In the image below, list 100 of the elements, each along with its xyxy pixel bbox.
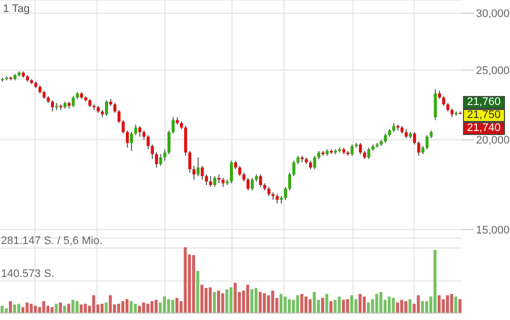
candlestick bbox=[196, 156, 200, 177]
candlestick bbox=[192, 165, 196, 180]
candlestick bbox=[142, 130, 146, 140]
bar bbox=[17, 304, 20, 313]
bar bbox=[284, 296, 287, 313]
bar bbox=[204, 288, 208, 313]
bar bbox=[329, 301, 332, 313]
bar bbox=[350, 295, 354, 313]
bar bbox=[63, 306, 66, 313]
candlestick bbox=[350, 144, 354, 156]
bar bbox=[134, 304, 137, 313]
y-tick-label: 15,000 bbox=[476, 224, 510, 236]
bar bbox=[138, 306, 141, 313]
candlestick bbox=[172, 116, 175, 134]
bar bbox=[325, 294, 328, 313]
candlestick bbox=[126, 130, 129, 148]
bar bbox=[379, 292, 382, 313]
bar bbox=[421, 301, 424, 313]
text: 21,750 bbox=[463, 109, 505, 122]
bar bbox=[312, 292, 316, 313]
candlestick bbox=[284, 186, 288, 200]
bar bbox=[304, 296, 308, 313]
annotation: 281.147 S. / 5,6 Mio. bbox=[1, 235, 103, 248]
bar bbox=[408, 299, 412, 313]
candlestick bbox=[163, 148, 166, 162]
bar bbox=[392, 298, 395, 313]
bar bbox=[71, 300, 74, 313]
bar bbox=[362, 296, 366, 313]
bar bbox=[262, 293, 266, 313]
y-tick-label: 20,000 bbox=[476, 134, 510, 147]
candlestick bbox=[150, 144, 154, 160]
candlestick bbox=[238, 165, 242, 177]
bar bbox=[454, 296, 458, 313]
bar bbox=[225, 289, 228, 313]
bar bbox=[308, 299, 312, 313]
candlestick bbox=[188, 150, 192, 174]
bar bbox=[234, 282, 237, 313]
candlestick bbox=[118, 110, 121, 124]
bar bbox=[321, 298, 324, 313]
candlestick bbox=[130, 132, 134, 152]
bar bbox=[192, 255, 196, 313]
bar bbox=[42, 301, 46, 313]
text: 21,760 bbox=[463, 96, 505, 109]
bar bbox=[217, 290, 220, 313]
candlestick bbox=[138, 126, 142, 138]
y-tick-label: 25,000 bbox=[476, 65, 510, 78]
bar bbox=[254, 288, 258, 313]
candlestick bbox=[113, 102, 116, 114]
candlestick bbox=[288, 172, 292, 191]
bar bbox=[175, 298, 178, 313]
bar bbox=[271, 290, 274, 313]
candlestick bbox=[200, 165, 204, 180]
bar bbox=[50, 307, 54, 313]
bar bbox=[121, 301, 124, 313]
bar bbox=[84, 304, 87, 313]
candlestick bbox=[246, 177, 250, 191]
bar bbox=[442, 299, 445, 313]
candlestick bbox=[404, 128, 408, 139]
bar bbox=[221, 293, 224, 313]
bar bbox=[30, 304, 33, 313]
bar bbox=[342, 300, 345, 313]
candlestick bbox=[105, 100, 108, 116]
bar bbox=[279, 294, 282, 313]
bar bbox=[26, 302, 29, 313]
candlestick bbox=[392, 122, 396, 133]
bar bbox=[404, 301, 408, 313]
bar bbox=[346, 299, 350, 313]
candlestick bbox=[417, 140, 420, 156]
bar bbox=[154, 300, 158, 313]
candlestick bbox=[122, 120, 125, 134]
candlestick bbox=[313, 155, 316, 170]
bar bbox=[0, 306, 4, 313]
annotation: 140.573 S. bbox=[1, 268, 54, 281]
candlestick bbox=[367, 147, 370, 160]
candlestick bbox=[50, 100, 54, 112]
candlestick bbox=[72, 96, 75, 108]
candlestick bbox=[426, 134, 429, 150]
candlestick bbox=[204, 174, 208, 186]
candlestick bbox=[292, 160, 296, 177]
bar bbox=[230, 287, 233, 313]
candlestick bbox=[209, 176, 212, 188]
bar bbox=[108, 295, 112, 313]
bar bbox=[246, 284, 250, 313]
candlestick bbox=[267, 186, 270, 197]
bar bbox=[184, 247, 187, 313]
bar bbox=[104, 302, 108, 313]
bar bbox=[375, 294, 378, 313]
bar bbox=[171, 300, 174, 313]
bar bbox=[92, 295, 96, 313]
bar bbox=[208, 287, 212, 313]
candlestick bbox=[276, 194, 279, 204]
bar bbox=[433, 250, 436, 313]
candlestick bbox=[259, 174, 262, 188]
bar bbox=[296, 295, 300, 313]
candlestick bbox=[155, 152, 158, 168]
bar bbox=[80, 304, 83, 313]
chart-title: 1 Tag bbox=[3, 3, 30, 15]
bar bbox=[146, 304, 150, 313]
candlestick bbox=[250, 177, 254, 191]
bar bbox=[150, 301, 154, 313]
